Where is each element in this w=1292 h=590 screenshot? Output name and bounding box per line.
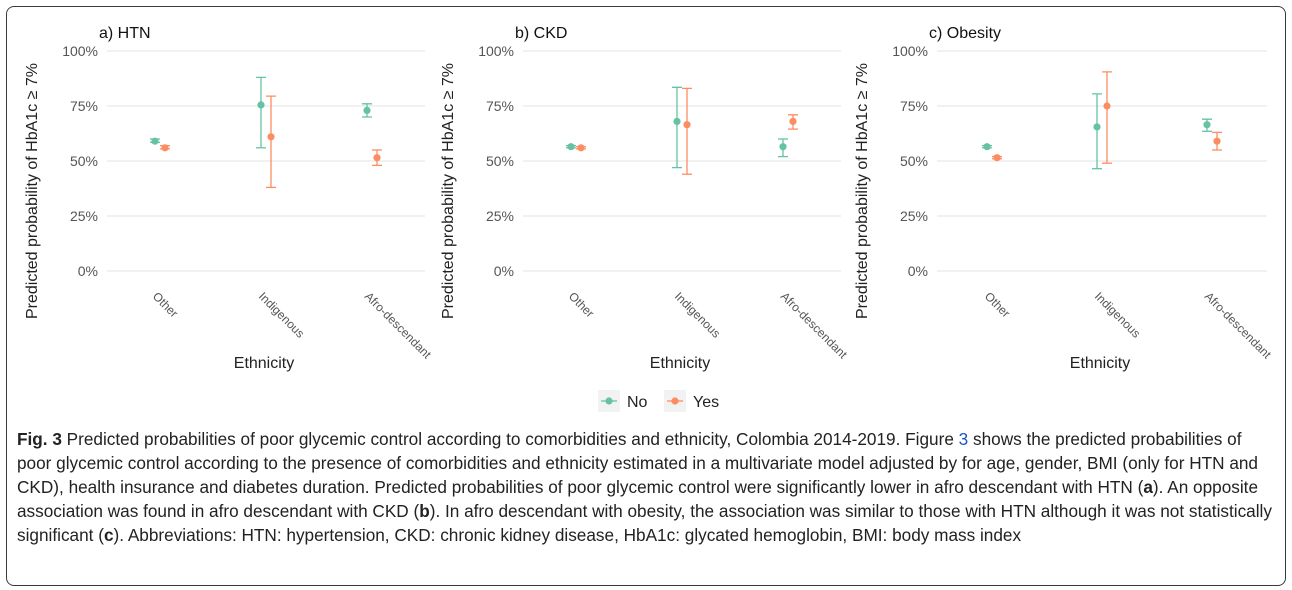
caption-figure-link[interactable]: 3 <box>958 429 969 449</box>
y-tick-label: 25% <box>900 208 928 224</box>
y-axis-label: Predicted probability of HbA1c ≥ 7% <box>24 63 41 319</box>
data-point <box>1213 137 1221 145</box>
x-tick-label: Other <box>150 289 181 320</box>
panel-title: b) CKD <box>515 25 567 42</box>
data-point <box>151 137 159 145</box>
data-point <box>983 143 991 151</box>
data-point <box>779 143 787 151</box>
y-tick-label: 50% <box>70 153 98 169</box>
y-tick-label: 0% <box>494 263 514 279</box>
y-tick-label: 0% <box>908 263 928 279</box>
data-point <box>993 154 1001 162</box>
panel-title: a) HTN <box>99 25 151 42</box>
data-point <box>373 154 381 162</box>
y-tick-label: 100% <box>62 43 98 59</box>
y-tick-label: 75% <box>900 98 928 114</box>
x-tick-label: Afro-descendant <box>1202 289 1275 362</box>
legend-key-point <box>605 397 613 405</box>
y-tick-label: 25% <box>486 208 514 224</box>
data-point <box>1093 123 1101 131</box>
y-tick-label: 50% <box>486 153 514 169</box>
data-point <box>577 144 585 152</box>
legend-key-point <box>671 397 679 405</box>
caption-bold-a: a <box>1143 477 1153 497</box>
x-tick-label: Indigenous <box>1092 289 1143 340</box>
caption-bold-c: c <box>103 525 114 545</box>
x-tick-label: Other <box>566 289 597 320</box>
x-axis-label: Ethnicity <box>1070 355 1130 372</box>
data-point <box>257 101 265 109</box>
figure-frame: 0% 25% 50% 75% 100% a) HTN Predicted probabili… <box>6 6 1286 586</box>
y-axis-label: Predicted probability of HbA1c ≥ 7% <box>440 63 457 319</box>
data-point <box>363 106 371 114</box>
x-tick-label: Indigenous <box>672 289 723 340</box>
legend-label: No <box>627 394 648 411</box>
x-axis-label: Ethnicity <box>234 355 294 372</box>
y-tick-label: 75% <box>70 98 98 114</box>
y-tick-label: 0% <box>78 263 98 279</box>
x-tick-label: Afro-descendant <box>362 289 435 362</box>
y-axis-label: Predicted probability of HbA1c ≥ 7% <box>854 63 871 319</box>
data-point <box>161 144 169 152</box>
y-tick-label: 50% <box>900 153 928 169</box>
x-tick-label: Afro-descendant <box>778 289 851 362</box>
data-point <box>1103 102 1111 110</box>
y-tick-label: 75% <box>486 98 514 114</box>
data-point <box>673 117 681 125</box>
data-point <box>267 133 275 141</box>
data-point <box>567 143 575 151</box>
x-tick-label: Other <box>982 289 1013 320</box>
data-point <box>1203 121 1211 129</box>
caption-label: Fig. 3 <box>17 429 62 449</box>
x-axis-label: Ethnicity <box>650 355 710 372</box>
data-point <box>683 121 691 129</box>
caption-bold-b: b <box>419 501 430 521</box>
caption-text-4: ). In afro descendant with obesity, the … <box>17 501 1272 545</box>
caption-text-1: Predicted probabilities of poor glycemic… <box>61 429 959 449</box>
data-point <box>789 117 797 125</box>
y-tick-label: 100% <box>478 43 514 59</box>
legend-label: Yes <box>693 394 719 411</box>
y-tick-label: 25% <box>70 208 98 224</box>
panel-title: c) Obesity <box>929 25 1001 42</box>
caption-text-3: ). An opposite association was found in … <box>17 477 1259 521</box>
caption-text-5: ). Abbreviations: HTN: hypertension, CKD… <box>113 525 1022 545</box>
x-tick-label: Indigenous <box>256 289 307 340</box>
figure-caption: Fig. 3 Predicted probabilities of poor g… <box>17 427 1279 547</box>
y-tick-label: 100% <box>892 43 928 59</box>
caption-text-2: shows the predicted probabilities of poo… <box>17 429 1258 497</box>
